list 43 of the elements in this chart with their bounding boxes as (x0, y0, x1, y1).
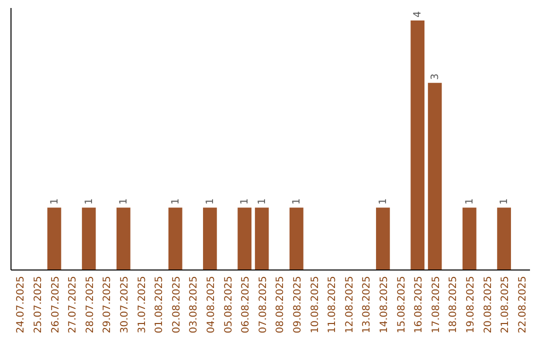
x-tick-label: 05.08.2025 (223, 276, 234, 334)
data-label: 1 (240, 198, 251, 205)
x-tick-label: 28.07.2025 (84, 276, 96, 334)
x-tick-label: 24.07.2025 (16, 276, 27, 334)
x-tick-label: 25.07.2025 (32, 276, 44, 334)
x-tick-label: 13.08.2025 (362, 276, 373, 334)
x-tick-label: 11.08.2025 (327, 276, 338, 334)
data-label: 4 (412, 11, 424, 18)
x-tick-label: 02.08.2025 (171, 276, 182, 334)
data-label: 1 (291, 198, 302, 205)
x-tick-label: 20.08.2025 (482, 276, 494, 334)
x-tick-label: 12.08.2025 (344, 276, 356, 334)
x-tick-label: 06.08.2025 (240, 276, 252, 334)
data-label: 1 (118, 198, 130, 205)
data-label: 1 (256, 198, 268, 205)
data-label: 1 (204, 198, 216, 205)
x-tick-label: 09.08.2025 (292, 276, 304, 334)
x-tick-label: 17.08.2025 (430, 276, 442, 334)
data-label: 1 (84, 198, 95, 205)
data-label: 1 (170, 198, 182, 205)
x-tick-label: 04.08.2025 (206, 276, 217, 334)
x-tick-label: 19.08.2025 (465, 276, 476, 334)
x-tick-label: 29.07.2025 (102, 276, 114, 334)
x-tick-label: 07.08.2025 (258, 276, 269, 334)
data-label: 1 (464, 198, 476, 205)
data-label: 1 (49, 198, 60, 205)
x-tick-label: 21.08.2025 (500, 276, 512, 334)
x-tick-label: 03.08.2025 (188, 276, 200, 334)
data-label: 1 (499, 198, 510, 205)
x-tick-label: 16.08.2025 (414, 276, 425, 334)
x-tick-label: 10.08.2025 (310, 276, 321, 334)
x-tick-label: 01.08.2025 (154, 276, 166, 334)
x-tick-label: 18.08.2025 (448, 276, 460, 334)
x-tick-label: 08.08.2025 (275, 276, 286, 334)
data-label: 3 (430, 73, 441, 80)
x-tick-label: 26.07.2025 (50, 276, 62, 334)
x-tick-label: 27.07.2025 (68, 276, 79, 334)
x-tick-label: 22.08.2025 (517, 276, 528, 334)
x-tick-label: 14.08.2025 (378, 276, 390, 334)
x-tick-label: 30.07.2025 (119, 276, 130, 334)
data-label: 1 (378, 198, 389, 205)
x-tick-label: 15.08.2025 (396, 276, 408, 334)
x-tick-label: 31.07.2025 (136, 276, 148, 334)
